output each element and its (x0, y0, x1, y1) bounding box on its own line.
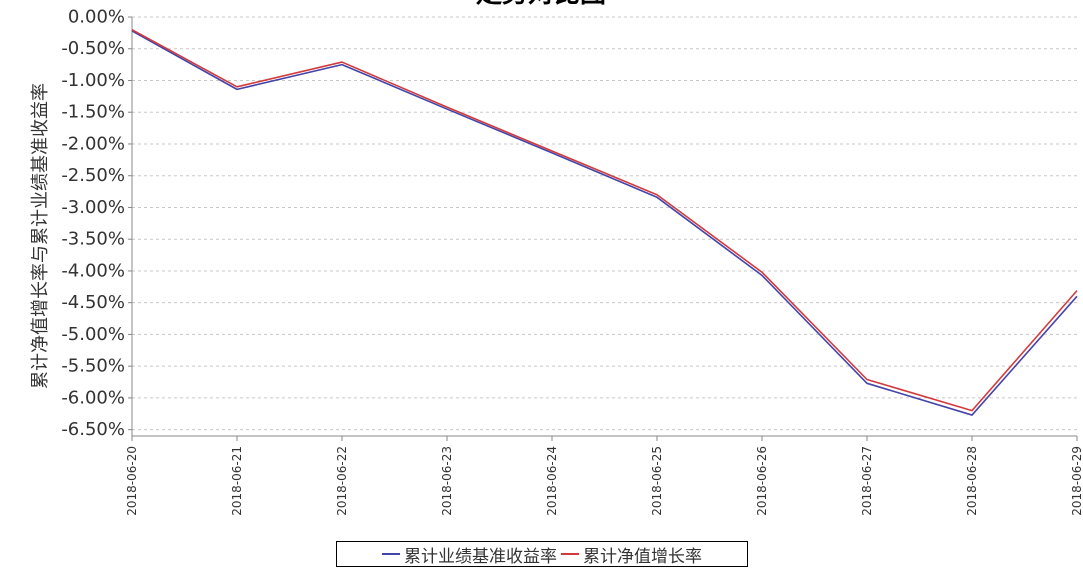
y-tick-label: -0.50% (61, 38, 125, 59)
x-tick-label: 2018-06-23 (440, 446, 454, 516)
y-tick-label: -6.50% (61, 419, 125, 440)
legend-swatch-benchmark (382, 553, 400, 555)
legend-swatch-nav (561, 553, 579, 555)
x-tick-label: 2018-06-24 (545, 446, 559, 516)
y-tick-label: -4.50% (61, 292, 125, 313)
y-tick-label: -2.50% (61, 165, 125, 186)
y-tick-label: 0.00% (68, 7, 125, 28)
legend-label-benchmark: 累计业绩基准收益率 (404, 546, 557, 567)
x-tick-label: 2018-06-28 (965, 446, 979, 516)
legend-label-nav: 累计净值增长率 (583, 546, 702, 567)
y-tick-label: -3.00% (61, 197, 125, 218)
legend-item-nav: 累计净值增长率 (561, 542, 702, 567)
y-tick-label: -5.50% (61, 356, 125, 377)
y-tick-label: -1.00% (61, 70, 125, 91)
x-tick-label: 2018-06-29 (1070, 446, 1083, 516)
y-axis-label: 累计净值增长率与累计业绩基准收益率 (30, 83, 51, 389)
series-lines (131, 28, 1078, 416)
x-tick-label: 2018-06-26 (755, 446, 769, 516)
series-line-nav (131, 28, 1078, 412)
x-tick-label: 2018-06-27 (860, 446, 874, 516)
x-tick-label: 2018-06-20 (125, 446, 139, 516)
y-tick-label: -2.00% (61, 133, 125, 154)
axes: 0.00% -0.50% -1.00% -1.50% -2.00% -2.50% -3.00… (61, 7, 1083, 516)
x-tick-label: 2018-06-25 (650, 446, 664, 516)
chart-title: 走势对比图 (476, 0, 606, 9)
series-line-benchmark (131, 30, 1078, 416)
plot-area (132, 17, 1077, 436)
legend-item-benchmark: 累计业绩基准收益率 (382, 542, 557, 567)
x-tick-label: 2018-06-22 (335, 446, 349, 516)
y-tick-label: -5.00% (61, 324, 125, 345)
y-tick-label: -6.00% (61, 387, 125, 408)
gridlines (132, 16, 1077, 431)
legend: 累计业绩基准收益率 累计净值增长率 (336, 541, 748, 567)
x-tick-label: 2018-06-21 (230, 446, 244, 516)
y-tick-label: -4.00% (61, 260, 125, 281)
y-tick-label: -1.50% (61, 102, 125, 123)
y-tick-label: -3.50% (61, 229, 125, 250)
